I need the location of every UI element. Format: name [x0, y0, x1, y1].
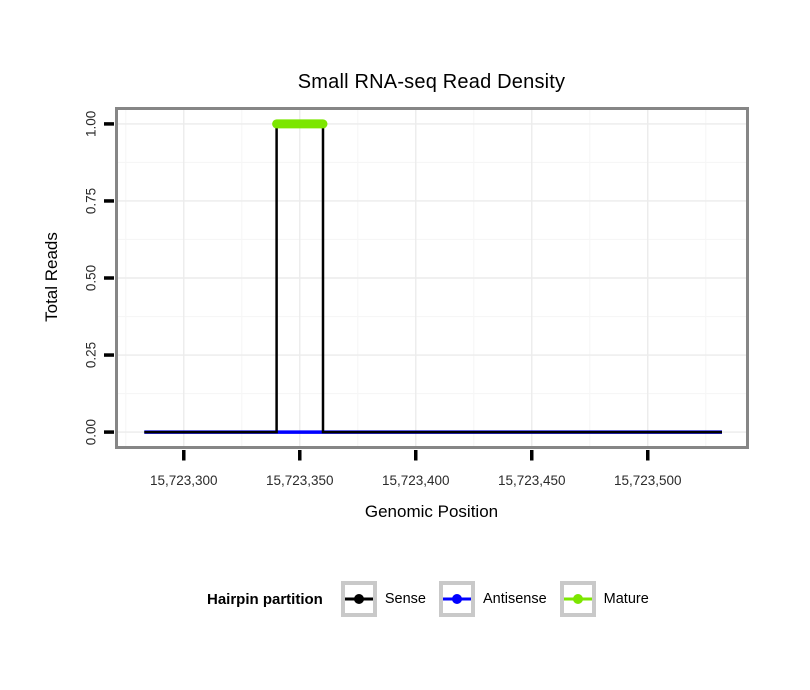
- legend-key-box-antisense: [438, 581, 475, 617]
- line-dot-icon: [344, 594, 373, 604]
- x-tick-label: 15,723,500: [614, 473, 682, 488]
- legend-label-mature: Mature: [603, 591, 649, 607]
- legend-key-box-sense: [340, 581, 377, 617]
- legend-label-antisense: Antisense: [482, 591, 547, 607]
- legend-item-sense: Sense: [340, 581, 426, 617]
- y-tick-label: 0.00: [84, 419, 99, 445]
- x-tick-label: 15,723,450: [498, 473, 566, 488]
- x-tick-label: 15,723,300: [150, 473, 218, 488]
- line-dot-icon: [442, 594, 471, 604]
- chart-title: Small RNA-seq Read Density: [297, 71, 566, 93]
- line-dot-icon: [563, 594, 592, 604]
- panel-frame: [115, 107, 749, 449]
- x-axis-title: Genomic Position: [364, 502, 499, 521]
- legend-item-mature: Mature: [559, 581, 649, 617]
- y-tick-label: 0.25: [84, 342, 99, 368]
- x-tick-label: 15,723,400: [382, 473, 450, 488]
- x-tick-label: 15,723,350: [266, 473, 334, 488]
- legend-label-sense: Sense: [384, 591, 426, 607]
- legend: Hairpin partition Sense Antisense: [207, 580, 662, 618]
- legend-key-box-mature: [559, 581, 596, 617]
- y-tick-label: 1.00: [84, 111, 99, 137]
- legend-title: Hairpin partition: [207, 590, 323, 608]
- y-tick-label: 0.50: [84, 265, 99, 291]
- legend-item-antisense: Antisense: [438, 581, 547, 617]
- y-tick-label: 0.75: [84, 188, 99, 214]
